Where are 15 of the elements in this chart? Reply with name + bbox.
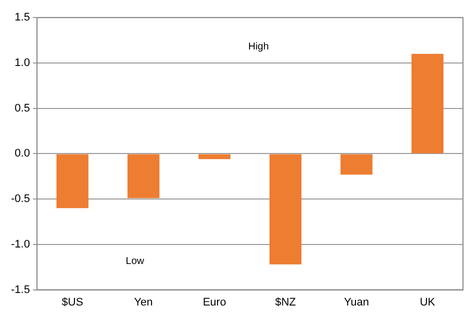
x-tick-label: Euro [202, 296, 226, 308]
y-tick-label: 0.5 [14, 102, 30, 114]
y-tick-label: 1.5 [14, 12, 30, 24]
y-tick-label: 1.0 [14, 57, 30, 69]
x-tick-label: $NZ [275, 296, 296, 308]
y-tick-label: -1.0 [10, 238, 30, 250]
x-tick-label: Yen [134, 296, 153, 308]
x-tick-label: $US [62, 296, 84, 308]
y-tick-label: 0.0 [14, 148, 30, 160]
annotation: High [248, 42, 269, 53]
y-tick-label: -0.5 [10, 193, 30, 206]
x-tick-label: Yuan [344, 296, 370, 308]
annotation: Low [126, 256, 145, 267]
x-tick-label: UK [420, 296, 436, 308]
y-tick-label: -1.5 [10, 284, 30, 296]
